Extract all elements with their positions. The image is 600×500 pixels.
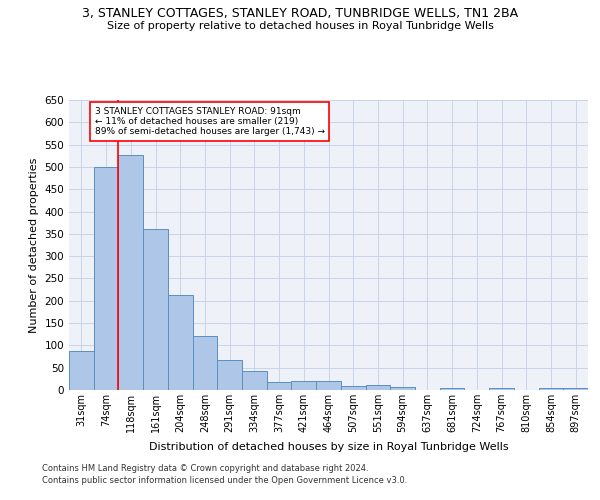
Text: Contains public sector information licensed under the Open Government Licence v3: Contains public sector information licen… <box>42 476 407 485</box>
Text: Distribution of detached houses by size in Royal Tunbridge Wells: Distribution of detached houses by size … <box>149 442 509 452</box>
Bar <box>341 386 365 390</box>
Bar <box>267 382 292 390</box>
Bar <box>390 387 415 390</box>
Text: Size of property relative to detached houses in Royal Tunbridge Wells: Size of property relative to detached ho… <box>107 21 493 31</box>
Bar <box>365 384 390 390</box>
Bar <box>168 295 193 390</box>
Bar <box>118 155 143 390</box>
Text: Contains HM Land Registry data © Crown copyright and database right 2024.: Contains HM Land Registry data © Crown c… <box>42 464 368 473</box>
Bar <box>440 388 464 390</box>
Bar <box>94 167 118 390</box>
Bar <box>489 388 514 390</box>
Bar <box>539 388 563 390</box>
Bar <box>242 372 267 390</box>
Text: 3 STANLEY COTTAGES STANLEY ROAD: 91sqm
← 11% of detached houses are smaller (219: 3 STANLEY COTTAGES STANLEY ROAD: 91sqm ←… <box>95 106 325 136</box>
Bar <box>316 381 341 390</box>
Bar <box>292 381 316 390</box>
Text: 3, STANLEY COTTAGES, STANLEY ROAD, TUNBRIDGE WELLS, TN1 2BA: 3, STANLEY COTTAGES, STANLEY ROAD, TUNBR… <box>82 8 518 20</box>
Y-axis label: Number of detached properties: Number of detached properties <box>29 158 39 332</box>
Bar <box>563 388 588 390</box>
Bar <box>69 350 94 390</box>
Bar <box>143 230 168 390</box>
Bar <box>217 360 242 390</box>
Bar <box>193 336 217 390</box>
